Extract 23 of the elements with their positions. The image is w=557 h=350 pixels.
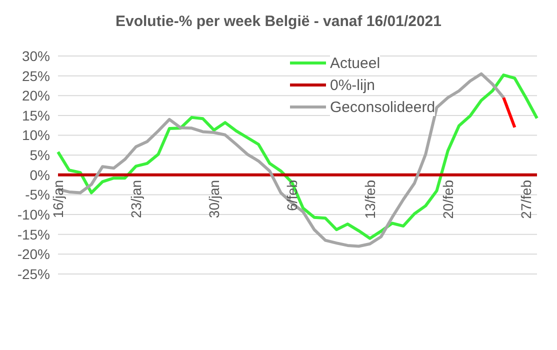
y-tick-label: -5% bbox=[25, 186, 50, 203]
x-tick-label: 27/feb bbox=[518, 180, 534, 219]
y-tick-label: 0% bbox=[30, 166, 50, 183]
y-tick-label: 20% bbox=[22, 88, 50, 104]
y-tick-label: 30% bbox=[22, 48, 50, 64]
x-tick-label: 13/feb bbox=[362, 180, 378, 219]
x-tick-label: 6/feb bbox=[284, 180, 300, 212]
x-tick-label: 20/feb bbox=[440, 180, 456, 219]
x-tick-label: 23/jan bbox=[128, 180, 144, 218]
y-tick-label: -20% bbox=[17, 246, 50, 262]
y-tick-label: -25% bbox=[17, 266, 50, 282]
legend-label: Actueel bbox=[330, 54, 380, 72]
chart-title: Evolutie-% per week België - vanaf 16/01/2021 bbox=[114, 12, 442, 32]
legend-label: Geconsolideerd bbox=[330, 98, 436, 116]
legend-label: 0%-lijn bbox=[330, 76, 376, 94]
y-tick-label: -10% bbox=[17, 206, 50, 223]
y-tick-label: 5% bbox=[30, 147, 50, 164]
x-tick-label: 16/jan bbox=[50, 180, 66, 218]
y-tick-label: 25% bbox=[22, 68, 50, 84]
y-tick-label: 10% bbox=[22, 127, 50, 144]
y-tick-label: 15% bbox=[22, 107, 50, 124]
x-tick-label: 30/jan bbox=[206, 180, 222, 218]
y-tick-label: -15% bbox=[17, 226, 50, 242]
